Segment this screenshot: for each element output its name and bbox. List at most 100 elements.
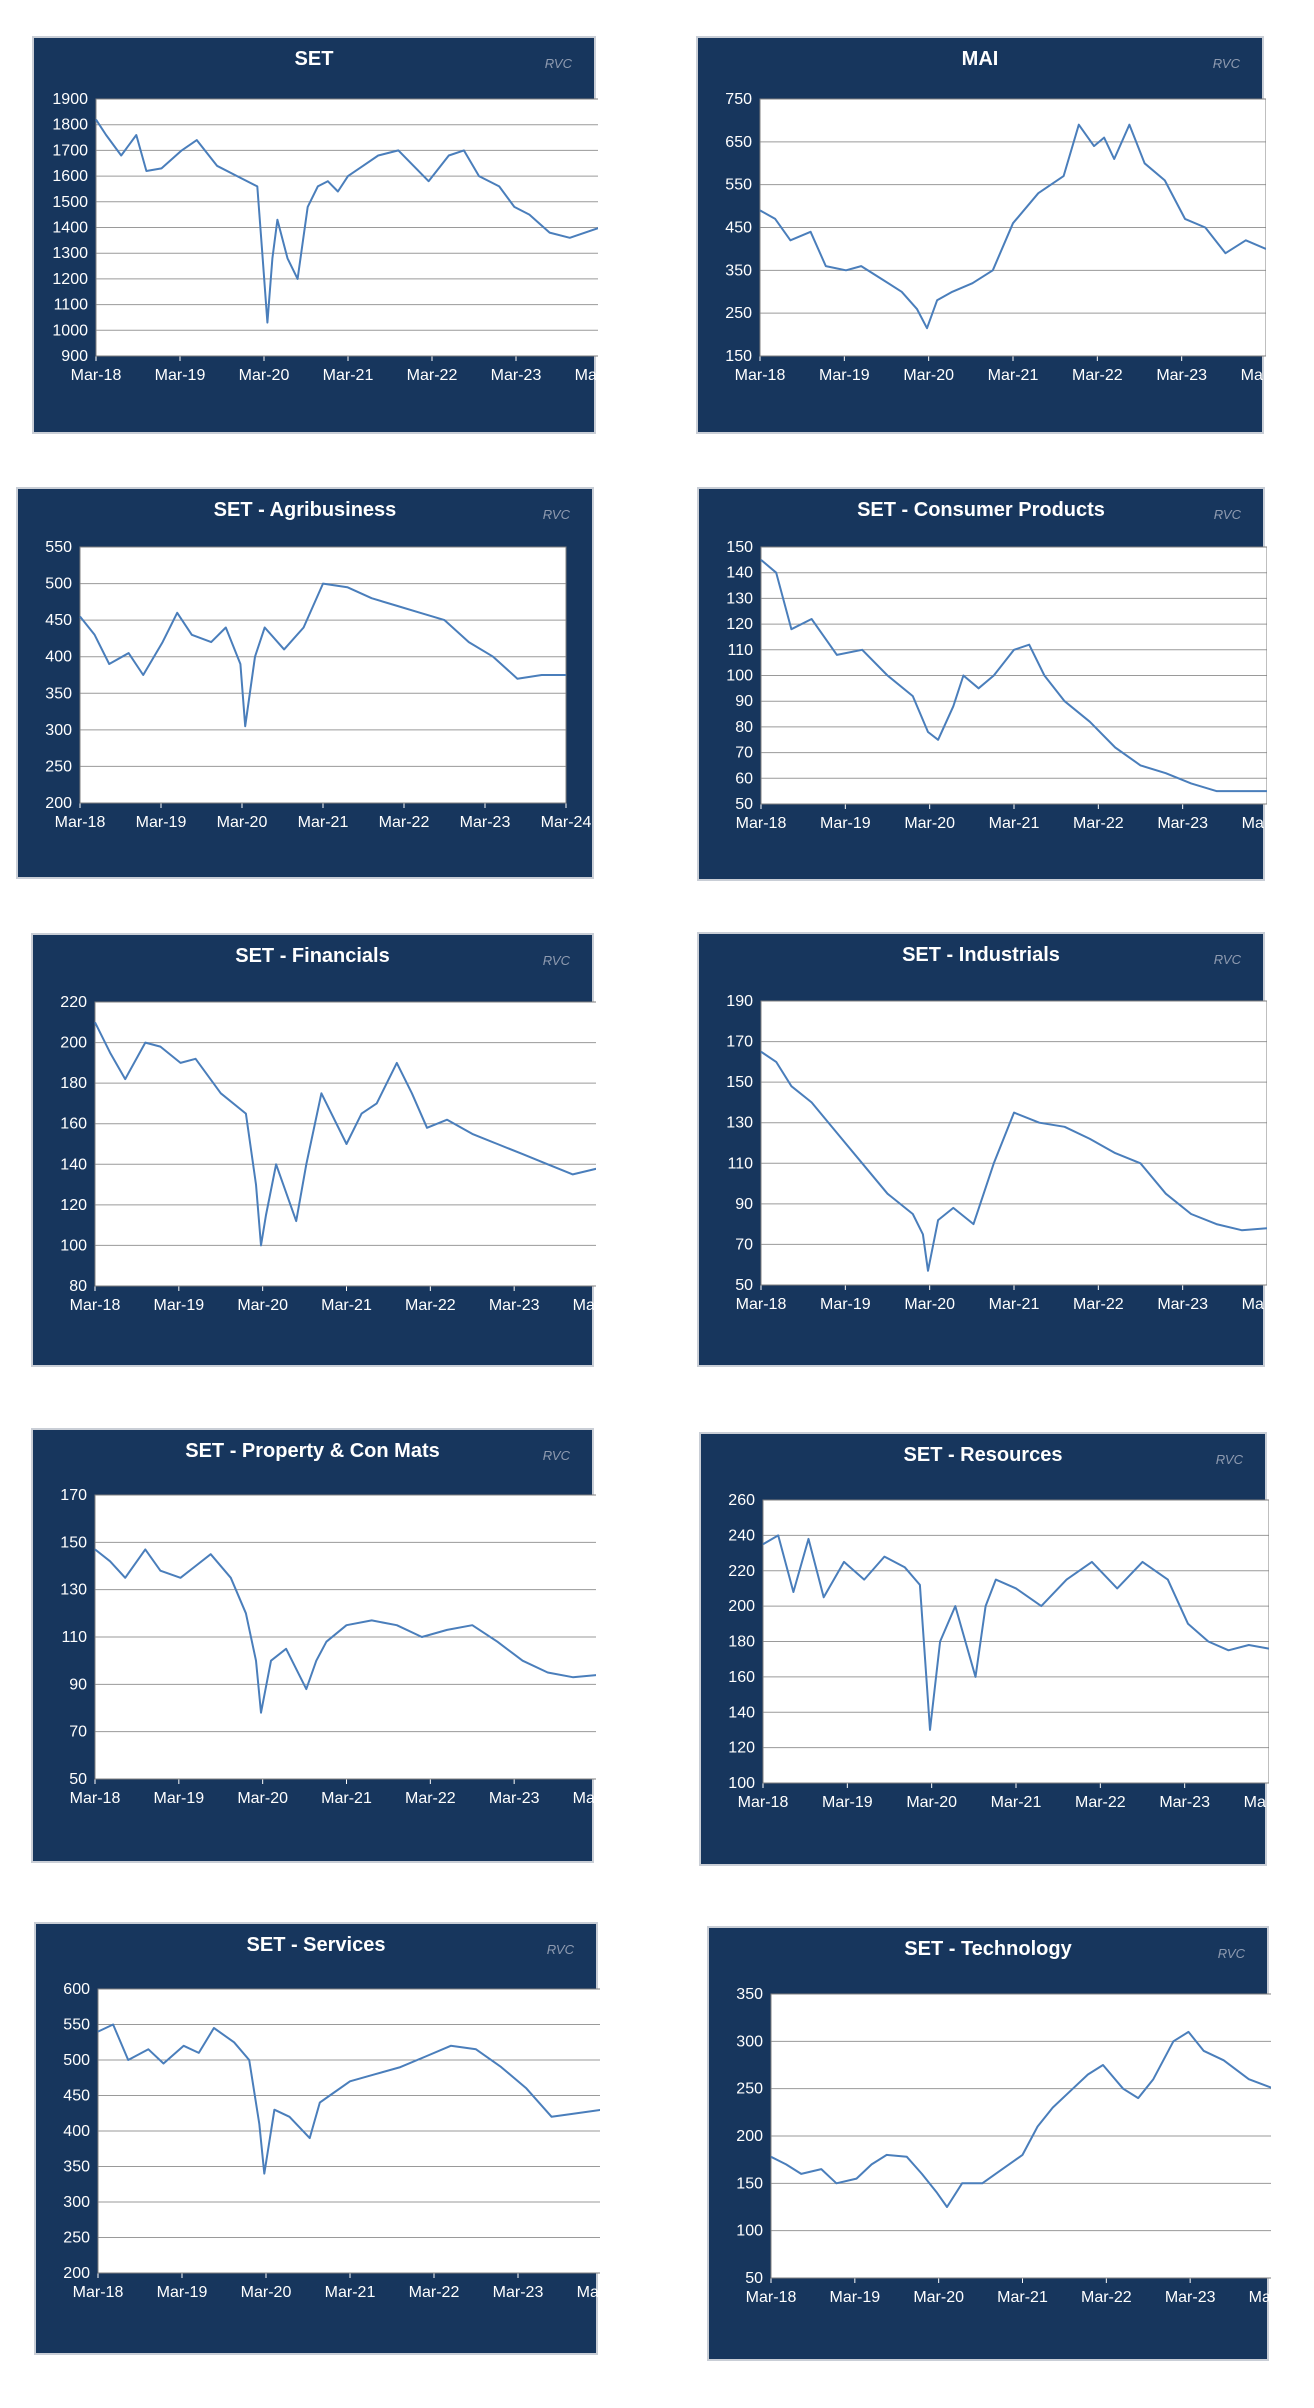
plot-border [97, 1988, 600, 2274]
chart-title: SET - Property & Con Mats [185, 1440, 440, 1462]
watermark: RVC [542, 1448, 570, 1463]
chart-panel-mai: MAI RVC 150 250 350 450 550 650 750 Mar-18 Mar-1… [696, 36, 1266, 434]
x-tick-label: Mar-24 [1244, 1794, 1269, 1811]
x-tick-label: Mar-22 [1072, 367, 1123, 384]
x-tick-label: Mar-23 [493, 2284, 544, 2301]
y-tick-label: 100 [726, 668, 753, 685]
chart-panel-set: SET RVC 900 1000 1100 1200 1300 1400 1500 1600 1… [32, 36, 598, 434]
y-tick-label: 70 [735, 1236, 753, 1253]
line-chart: 80 100 120 140 160 180 200 220 Mar-18 Mar-19 Mar-2… [60, 994, 596, 1314]
watermark: RVC [542, 953, 570, 968]
x-tick-label: Mar-22 [1073, 1296, 1124, 1313]
y-tick-label: 1200 [52, 271, 88, 288]
y-tick-label: 200 [728, 1598, 755, 1615]
x-tick-label: Mar-22 [409, 2284, 460, 2301]
y-tick-label: 1100 [54, 297, 89, 314]
x-tick-label: Mar-20 [904, 815, 955, 832]
y-tick-label: 750 [725, 91, 752, 108]
x-tick-label: Mar-19 [820, 815, 871, 832]
y-tick-label: 130 [726, 1115, 753, 1132]
x-tick-label: Mar-23 [460, 814, 511, 831]
y-tick-label: 400 [63, 2123, 90, 2140]
x-tick-label: Mar-19 [829, 2289, 880, 2306]
y-tick-label: 150 [725, 348, 752, 365]
x-tick-label: Mar-23 [1156, 367, 1207, 384]
plot-border [760, 546, 1267, 805]
x-tick-label: Mar-24 [573, 1297, 596, 1314]
chart-panel-industrials: SET - Industrials RVC 50 70 90 110 130 150 170… [697, 932, 1267, 1367]
y-tick-label: 900 [61, 348, 88, 365]
chart-title: SET - Services [246, 1934, 386, 1956]
series-line [94, 1021, 596, 1247]
y-tick-label: 140 [728, 1704, 755, 1721]
y-tick-label: 350 [63, 2159, 90, 2176]
plot-area [80, 547, 566, 803]
series-line [97, 2023, 600, 2175]
y-tick-label: 220 [728, 1563, 755, 1580]
x-tick-label: Mar-20 [904, 1296, 955, 1313]
y-tick-label: 300 [63, 2194, 90, 2211]
x-tick-label: Mar-20 [913, 2289, 964, 2306]
x-tick-label: Mar-24 [1242, 815, 1267, 832]
chart-title: SET - Consumer Products [857, 499, 1105, 521]
plot-border [94, 1001, 596, 1287]
y-tick-label: 190 [726, 993, 753, 1010]
x-tick-label: Mar-19 [153, 1297, 204, 1314]
x-tick-label: Mar-24 [573, 1790, 596, 1807]
y-tick-label: 200 [45, 795, 72, 812]
y-tick-label: 120 [60, 1197, 87, 1214]
x-tick-label: Mar-21 [323, 367, 374, 384]
watermark: RVC [1217, 1946, 1245, 1961]
x-tick-label: Mar-19 [136, 814, 187, 831]
line-chart: 50 60 70 80 90 100 110 120 130 140 150 Mar-18 Mar-19… [726, 539, 1267, 832]
y-tick-label: 500 [63, 2052, 90, 2069]
y-tick-label: 120 [728, 1740, 755, 1757]
series-line [762, 1534, 1269, 1731]
x-tick-label: Mar-18 [71, 367, 122, 384]
y-tick-label: 240 [728, 1527, 755, 1544]
y-tick-label: 450 [725, 220, 752, 237]
x-tick-label: Mar-21 [325, 2284, 376, 2301]
plot-border [94, 1494, 596, 1780]
x-tick-label: Mar-22 [379, 814, 430, 831]
y-tick-label: 400 [45, 649, 72, 666]
x-tick-label: Mar-23 [1159, 1794, 1210, 1811]
y-tick-label: 220 [60, 994, 87, 1011]
y-tick-label: 170 [60, 1487, 87, 1504]
y-tick-label: 80 [735, 719, 753, 736]
y-tick-label: 150 [60, 1534, 87, 1551]
y-tick-label: 650 [725, 134, 752, 151]
line-chart: 50 100 150 200 250 300 350 Mar-18 Mar-19 Mar-20 Ma… [736, 1986, 1271, 2306]
plot-border [759, 98, 1266, 357]
y-tick-label: 90 [69, 1676, 87, 1693]
y-tick-label: 1700 [52, 142, 88, 159]
x-tick-label: Mar-24 [1242, 1296, 1267, 1313]
y-tick-label: 250 [725, 305, 752, 322]
x-tick-label: Mar-18 [55, 814, 106, 831]
x-tick-label: Mar-21 [988, 367, 1039, 384]
x-tick-label: Mar-21 [997, 2289, 1048, 2306]
x-tick-label: Mar-22 [405, 1790, 456, 1807]
x-tick-label: Mar-19 [153, 1790, 204, 1807]
y-tick-label: 110 [61, 1629, 87, 1646]
x-tick-label: Mar-18 [73, 2284, 124, 2301]
x-tick-label: Mar-22 [1081, 2289, 1132, 2306]
y-tick-label: 550 [63, 2017, 90, 2034]
y-tick-label: 50 [745, 2270, 763, 2287]
y-tick-label: 1400 [52, 220, 88, 237]
x-tick-label: Mar-21 [989, 1296, 1040, 1313]
plot-border [770, 1993, 1271, 2279]
chart-title: SET - Resources [903, 1444, 1063, 1466]
watermark: RVC [1212, 56, 1240, 71]
y-tick-label: 110 [727, 642, 753, 659]
y-tick-label: 200 [736, 2128, 763, 2145]
x-tick-label: Mar-19 [157, 2284, 208, 2301]
y-tick-label: 250 [45, 758, 72, 775]
plot-border [760, 1000, 1267, 1286]
x-tick-label: Mar-18 [735, 367, 786, 384]
y-tick-label: 150 [736, 2175, 763, 2192]
x-tick-label: Mar-23 [489, 1790, 540, 1807]
y-tick-label: 160 [60, 1116, 87, 1133]
x-tick-label: Mar-18 [736, 1296, 787, 1313]
x-tick-label: Mar-18 [736, 815, 787, 832]
